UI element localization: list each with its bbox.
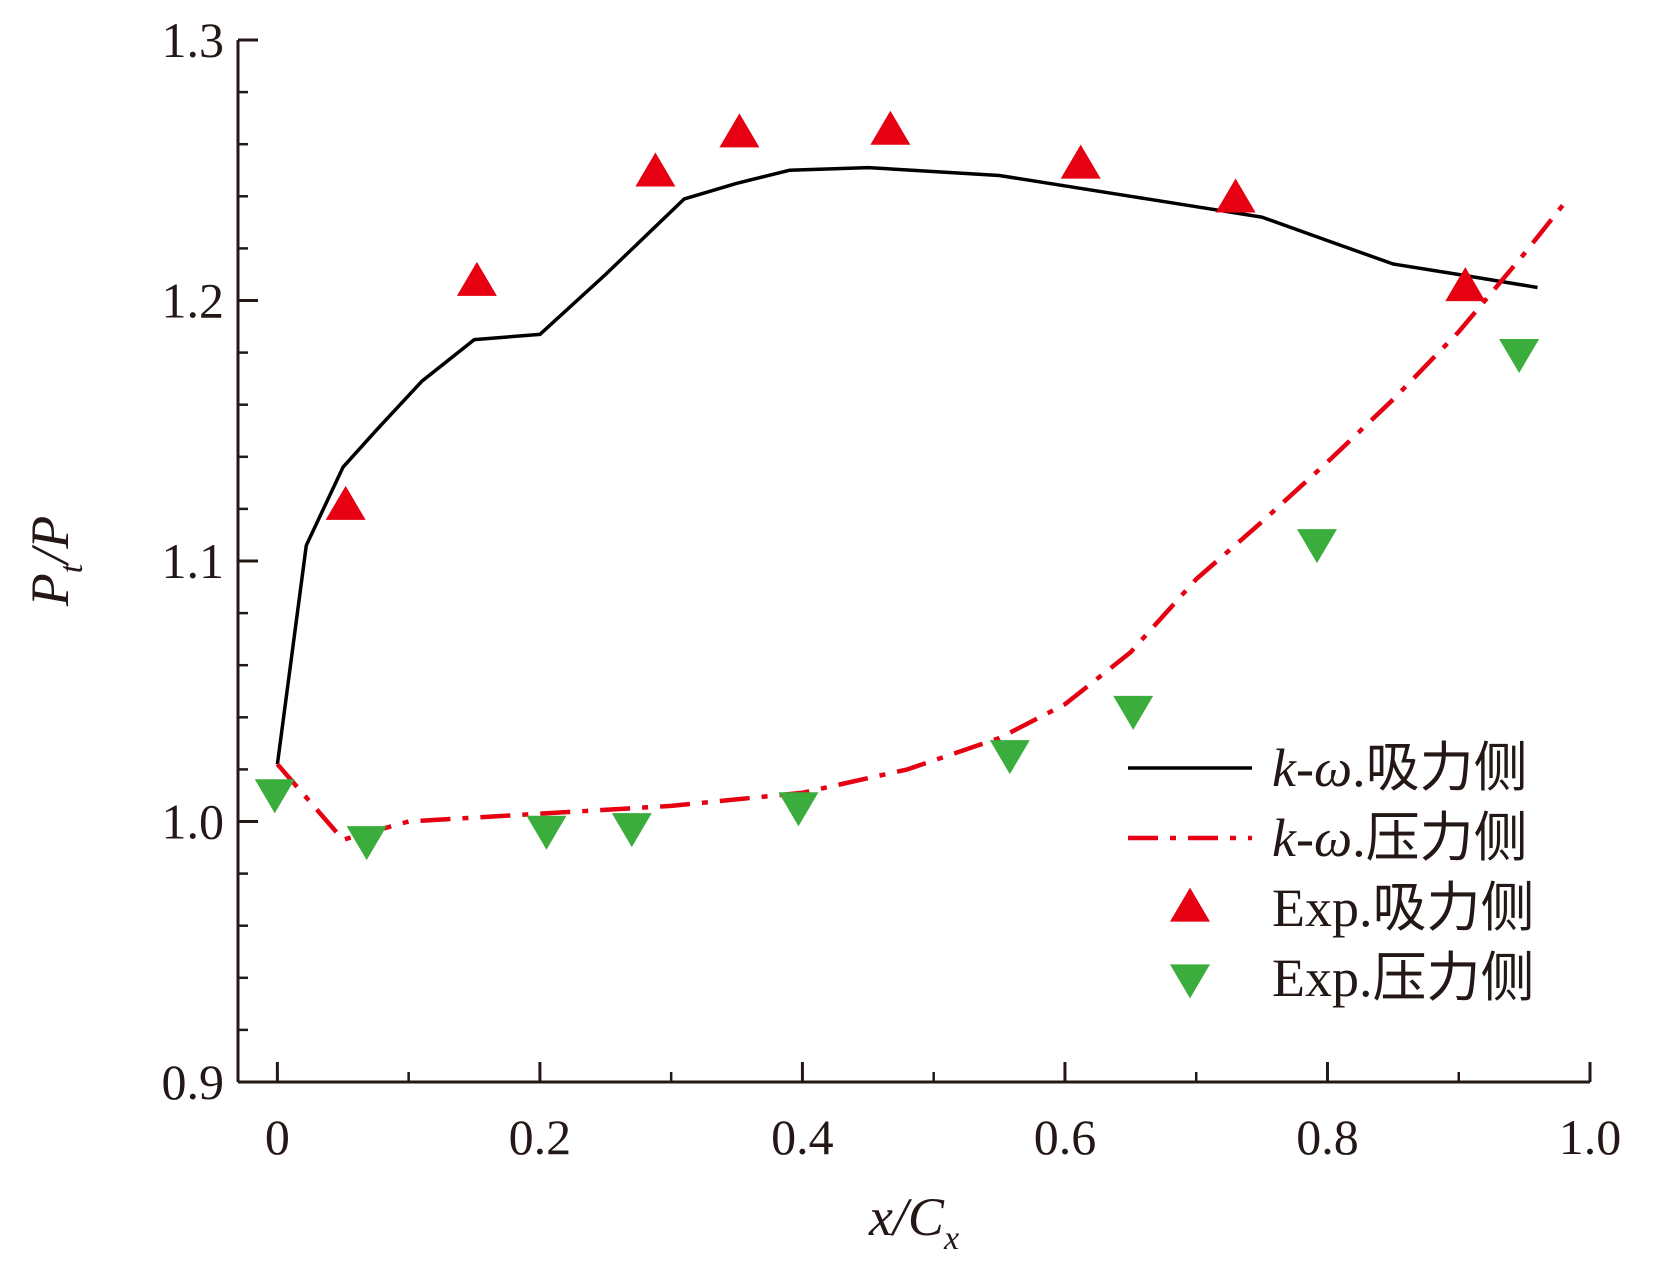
data-point [1215, 178, 1256, 213]
y-tick-label: 1.0 [162, 794, 225, 850]
data-point [611, 813, 652, 848]
data-point [1499, 339, 1540, 373]
data-point [1060, 144, 1101, 179]
data-point [778, 792, 819, 827]
legend-entry: Exp.吸力侧 [1170, 878, 1535, 938]
data-point [719, 113, 760, 148]
data-point [1296, 529, 1337, 564]
legend: k-ω.吸力侧 k-ω.压力侧 Exp.吸力侧 Exp.压力侧 [1128, 738, 1535, 1008]
y-tick-label: 1.2 [162, 273, 225, 329]
x-tick-label: 0.2 [509, 1109, 572, 1165]
x-tick-label: 0.6 [1034, 1109, 1097, 1165]
legend-entry: Exp.压力侧 [1170, 948, 1535, 1008]
plot-series [254, 110, 1566, 861]
legend-label: k-ω.吸力侧 [1272, 738, 1528, 798]
series-2 [325, 110, 1486, 520]
data-point [1113, 695, 1154, 730]
series-1 [275, 202, 1566, 842]
legend-marker-swatch [1170, 887, 1210, 922]
legend-entry: k-ω.压力侧 [1128, 808, 1528, 868]
x-tick-label: 0.4 [771, 1109, 834, 1165]
x-axis-label: x/Cx [868, 1187, 959, 1257]
data-point [989, 740, 1030, 775]
data-point [1445, 267, 1486, 302]
y-axis-label: Pt/P [20, 516, 90, 607]
legend-label: Exp.吸力侧 [1272, 878, 1535, 938]
axes-frame: 0.9 1.0 1.1 1.2 1.3 0 0.2 0.4 0.6 0.8 1.0 x/Cx Pt/P [20, 12, 1621, 1257]
legend-entry: k-ω.吸力侧 [1128, 738, 1528, 798]
legend-label: Exp.压力侧 [1272, 948, 1535, 1008]
y-tick-label: 0.9 [162, 1054, 225, 1110]
series-0 [275, 165, 1538, 765]
legend-marker-swatch [1170, 964, 1210, 999]
data-point [456, 261, 497, 296]
x-tick-label: 0.8 [1296, 1109, 1359, 1165]
data-point [346, 826, 387, 861]
legend-label: k-ω.压力侧 [1272, 808, 1528, 868]
y-tick-label: 1.1 [162, 533, 225, 589]
y-tick-label: 1.3 [162, 12, 225, 68]
data-point [526, 815, 567, 850]
data-point [870, 110, 911, 145]
x-tick-label: 0 [265, 1109, 290, 1165]
data-point [254, 779, 295, 814]
data-point [325, 485, 366, 520]
series-3 [254, 339, 1540, 861]
series-line [275, 202, 1566, 842]
series-line [275, 165, 1538, 765]
x-tick-label: 1.0 [1559, 1109, 1622, 1165]
data-point [635, 152, 676, 187]
